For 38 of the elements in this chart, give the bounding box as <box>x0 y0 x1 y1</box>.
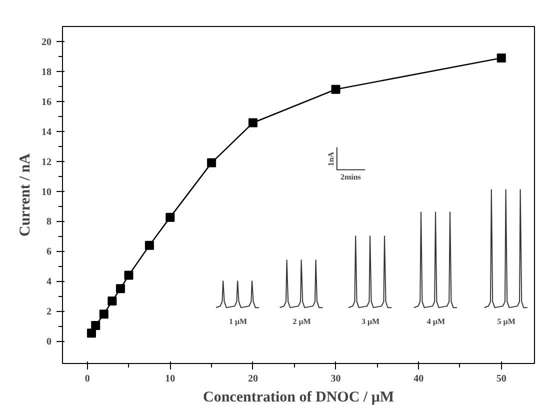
annotation: 3 μM <box>362 317 380 326</box>
point <box>108 296 117 306</box>
x-tick-label: 30 <box>330 374 341 384</box>
x-tick-label: 20 <box>248 374 258 384</box>
annotation: 1 μM <box>229 317 248 326</box>
point <box>207 158 216 168</box>
annotation: 2mins <box>340 172 361 182</box>
x-tick-label: 10 <box>165 374 176 384</box>
y-tick-label: 0 <box>46 336 52 348</box>
y-tick-label: 6 <box>46 246 52 258</box>
y-tick-label: 10 <box>42 186 52 198</box>
point <box>144 240 154 250</box>
y-axis-title: Current / nA <box>18 153 34 237</box>
point <box>86 328 96 338</box>
point <box>116 284 125 294</box>
annotation: 2 μM <box>292 317 312 326</box>
point <box>248 118 258 128</box>
y-tick-label: 4 <box>46 276 52 288</box>
annotation: 5 μM <box>497 317 516 326</box>
annotation: 1nA <box>326 152 336 166</box>
y-tick-label: 20 <box>42 36 52 48</box>
point <box>331 84 340 94</box>
y-tick-label: 2 <box>46 306 52 318</box>
x-axis-title: Concentration of DNOC / μM <box>203 390 394 406</box>
point <box>496 53 506 62</box>
y-tick-label: 8 <box>46 216 52 228</box>
y-tick-label: 16 <box>42 96 52 108</box>
point <box>124 270 134 280</box>
y-tick-label: 18 <box>42 66 52 78</box>
point <box>91 320 100 330</box>
x-tick-label: 40 <box>414 374 424 384</box>
y-tick-label: 14 <box>42 126 52 138</box>
x-tick-label: 50 <box>496 374 506 384</box>
y-tick-label: 12 <box>42 156 52 168</box>
point <box>166 212 175 222</box>
point <box>99 310 108 319</box>
annotation: 4 μM <box>426 317 446 326</box>
x-tick-label: 0 <box>84 374 90 384</box>
